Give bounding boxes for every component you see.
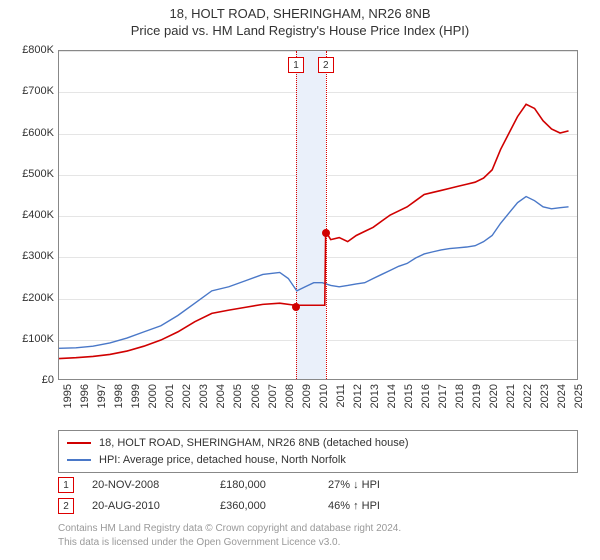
x-tick-label: 2012	[352, 384, 364, 424]
sale-point	[322, 229, 330, 237]
x-tick-label: 2010	[318, 384, 330, 424]
sale-flag: 2	[318, 57, 334, 73]
y-tick-label: £300K	[10, 250, 54, 262]
sale-point	[292, 303, 300, 311]
line-series	[59, 51, 577, 379]
sale-row-date: 20-NOV-2008	[92, 475, 202, 496]
sale-row-date: 20-AUG-2010	[92, 496, 202, 517]
y-tick-label: £100K	[10, 333, 54, 345]
y-tick-label: £0	[10, 374, 54, 386]
x-tick-label: 2025	[573, 384, 585, 424]
title-subtitle: Price paid vs. HM Land Registry's House …	[0, 23, 600, 40]
legend-item: 18, HOLT ROAD, SHERINGHAM, NR26 8NB (det…	[67, 435, 569, 452]
footer-line-2: This data is licensed under the Open Gov…	[58, 536, 578, 550]
sale-row-price: £180,000	[220, 475, 310, 496]
x-tick-label: 2024	[556, 384, 568, 424]
series-hpi	[59, 197, 569, 349]
legend-swatch	[67, 459, 91, 461]
chart-container: 18, HOLT ROAD, SHERINGHAM, NR26 8NB Pric…	[0, 0, 600, 560]
y-tick-label: £500K	[10, 168, 54, 180]
x-tick-label: 2023	[539, 384, 551, 424]
x-tick-label: 2009	[301, 384, 313, 424]
sales-table: 1 20-NOV-2008 £180,000 27% ↓ HPI 2 20-AUG-201…	[58, 475, 578, 517]
x-tick-label: 2008	[284, 384, 296, 424]
x-tick-label: 2001	[164, 384, 176, 424]
legend: 18, HOLT ROAD, SHERINGHAM, NR26 8NB (det…	[58, 430, 578, 473]
sale-row: 2 20-AUG-2010 £360,000 46% ↑ HPI	[58, 496, 578, 517]
x-tick-label: 2013	[369, 384, 381, 424]
y-tick-label: £800K	[10, 44, 54, 56]
plot-area: 12	[58, 50, 578, 380]
x-tick-label: 2011	[335, 384, 347, 424]
x-tick-label: 2000	[147, 384, 159, 424]
x-tick-label: 2007	[267, 384, 279, 424]
legend-item: HPI: Average price, detached house, Nort…	[67, 452, 569, 469]
x-tick-label: 2021	[505, 384, 517, 424]
title-address: 18, HOLT ROAD, SHERINGHAM, NR26 8NB	[0, 6, 600, 23]
sale-row: 1 20-NOV-2008 £180,000 27% ↓ HPI	[58, 475, 578, 496]
sale-row-delta: 46% ↑ HPI	[328, 496, 448, 517]
y-tick-label: £600K	[10, 127, 54, 139]
x-tick-label: 2004	[215, 384, 227, 424]
x-tick-label: 1997	[96, 384, 108, 424]
y-tick-label: £700K	[10, 85, 54, 97]
x-tick-label: 2015	[403, 384, 415, 424]
x-tick-label: 2005	[232, 384, 244, 424]
x-tick-label: 1996	[79, 384, 91, 424]
x-tick-label: 1999	[130, 384, 142, 424]
footer-attribution: Contains HM Land Registry data © Crown c…	[58, 522, 578, 549]
x-tick-label: 1998	[113, 384, 125, 424]
footer-line-1: Contains HM Land Registry data © Crown c…	[58, 522, 578, 536]
series-price_paid	[59, 104, 569, 358]
x-tick-label: 2020	[488, 384, 500, 424]
sale-row-index: 2	[58, 498, 74, 514]
y-tick-label: £400K	[10, 209, 54, 221]
title-block: 18, HOLT ROAD, SHERINGHAM, NR26 8NB Pric…	[0, 0, 600, 40]
x-tick-label: 2018	[454, 384, 466, 424]
legend-label: 18, HOLT ROAD, SHERINGHAM, NR26 8NB (det…	[99, 435, 409, 452]
x-tick-label: 2003	[198, 384, 210, 424]
sale-row-price: £360,000	[220, 496, 310, 517]
x-tick-label: 2016	[420, 384, 432, 424]
x-tick-label: 2017	[437, 384, 449, 424]
y-tick-label: £200K	[10, 292, 54, 304]
x-tick-label: 2014	[386, 384, 398, 424]
x-tick-label: 2022	[522, 384, 534, 424]
sale-flag: 1	[288, 57, 304, 73]
sale-row-delta: 27% ↓ HPI	[328, 475, 448, 496]
x-tick-label: 2006	[250, 384, 262, 424]
x-tick-label: 2002	[181, 384, 193, 424]
x-tick-label: 2019	[471, 384, 483, 424]
x-tick-label: 1995	[62, 384, 74, 424]
legend-swatch	[67, 442, 91, 444]
legend-label: HPI: Average price, detached house, Nort…	[99, 452, 346, 469]
sale-row-index: 1	[58, 477, 74, 493]
